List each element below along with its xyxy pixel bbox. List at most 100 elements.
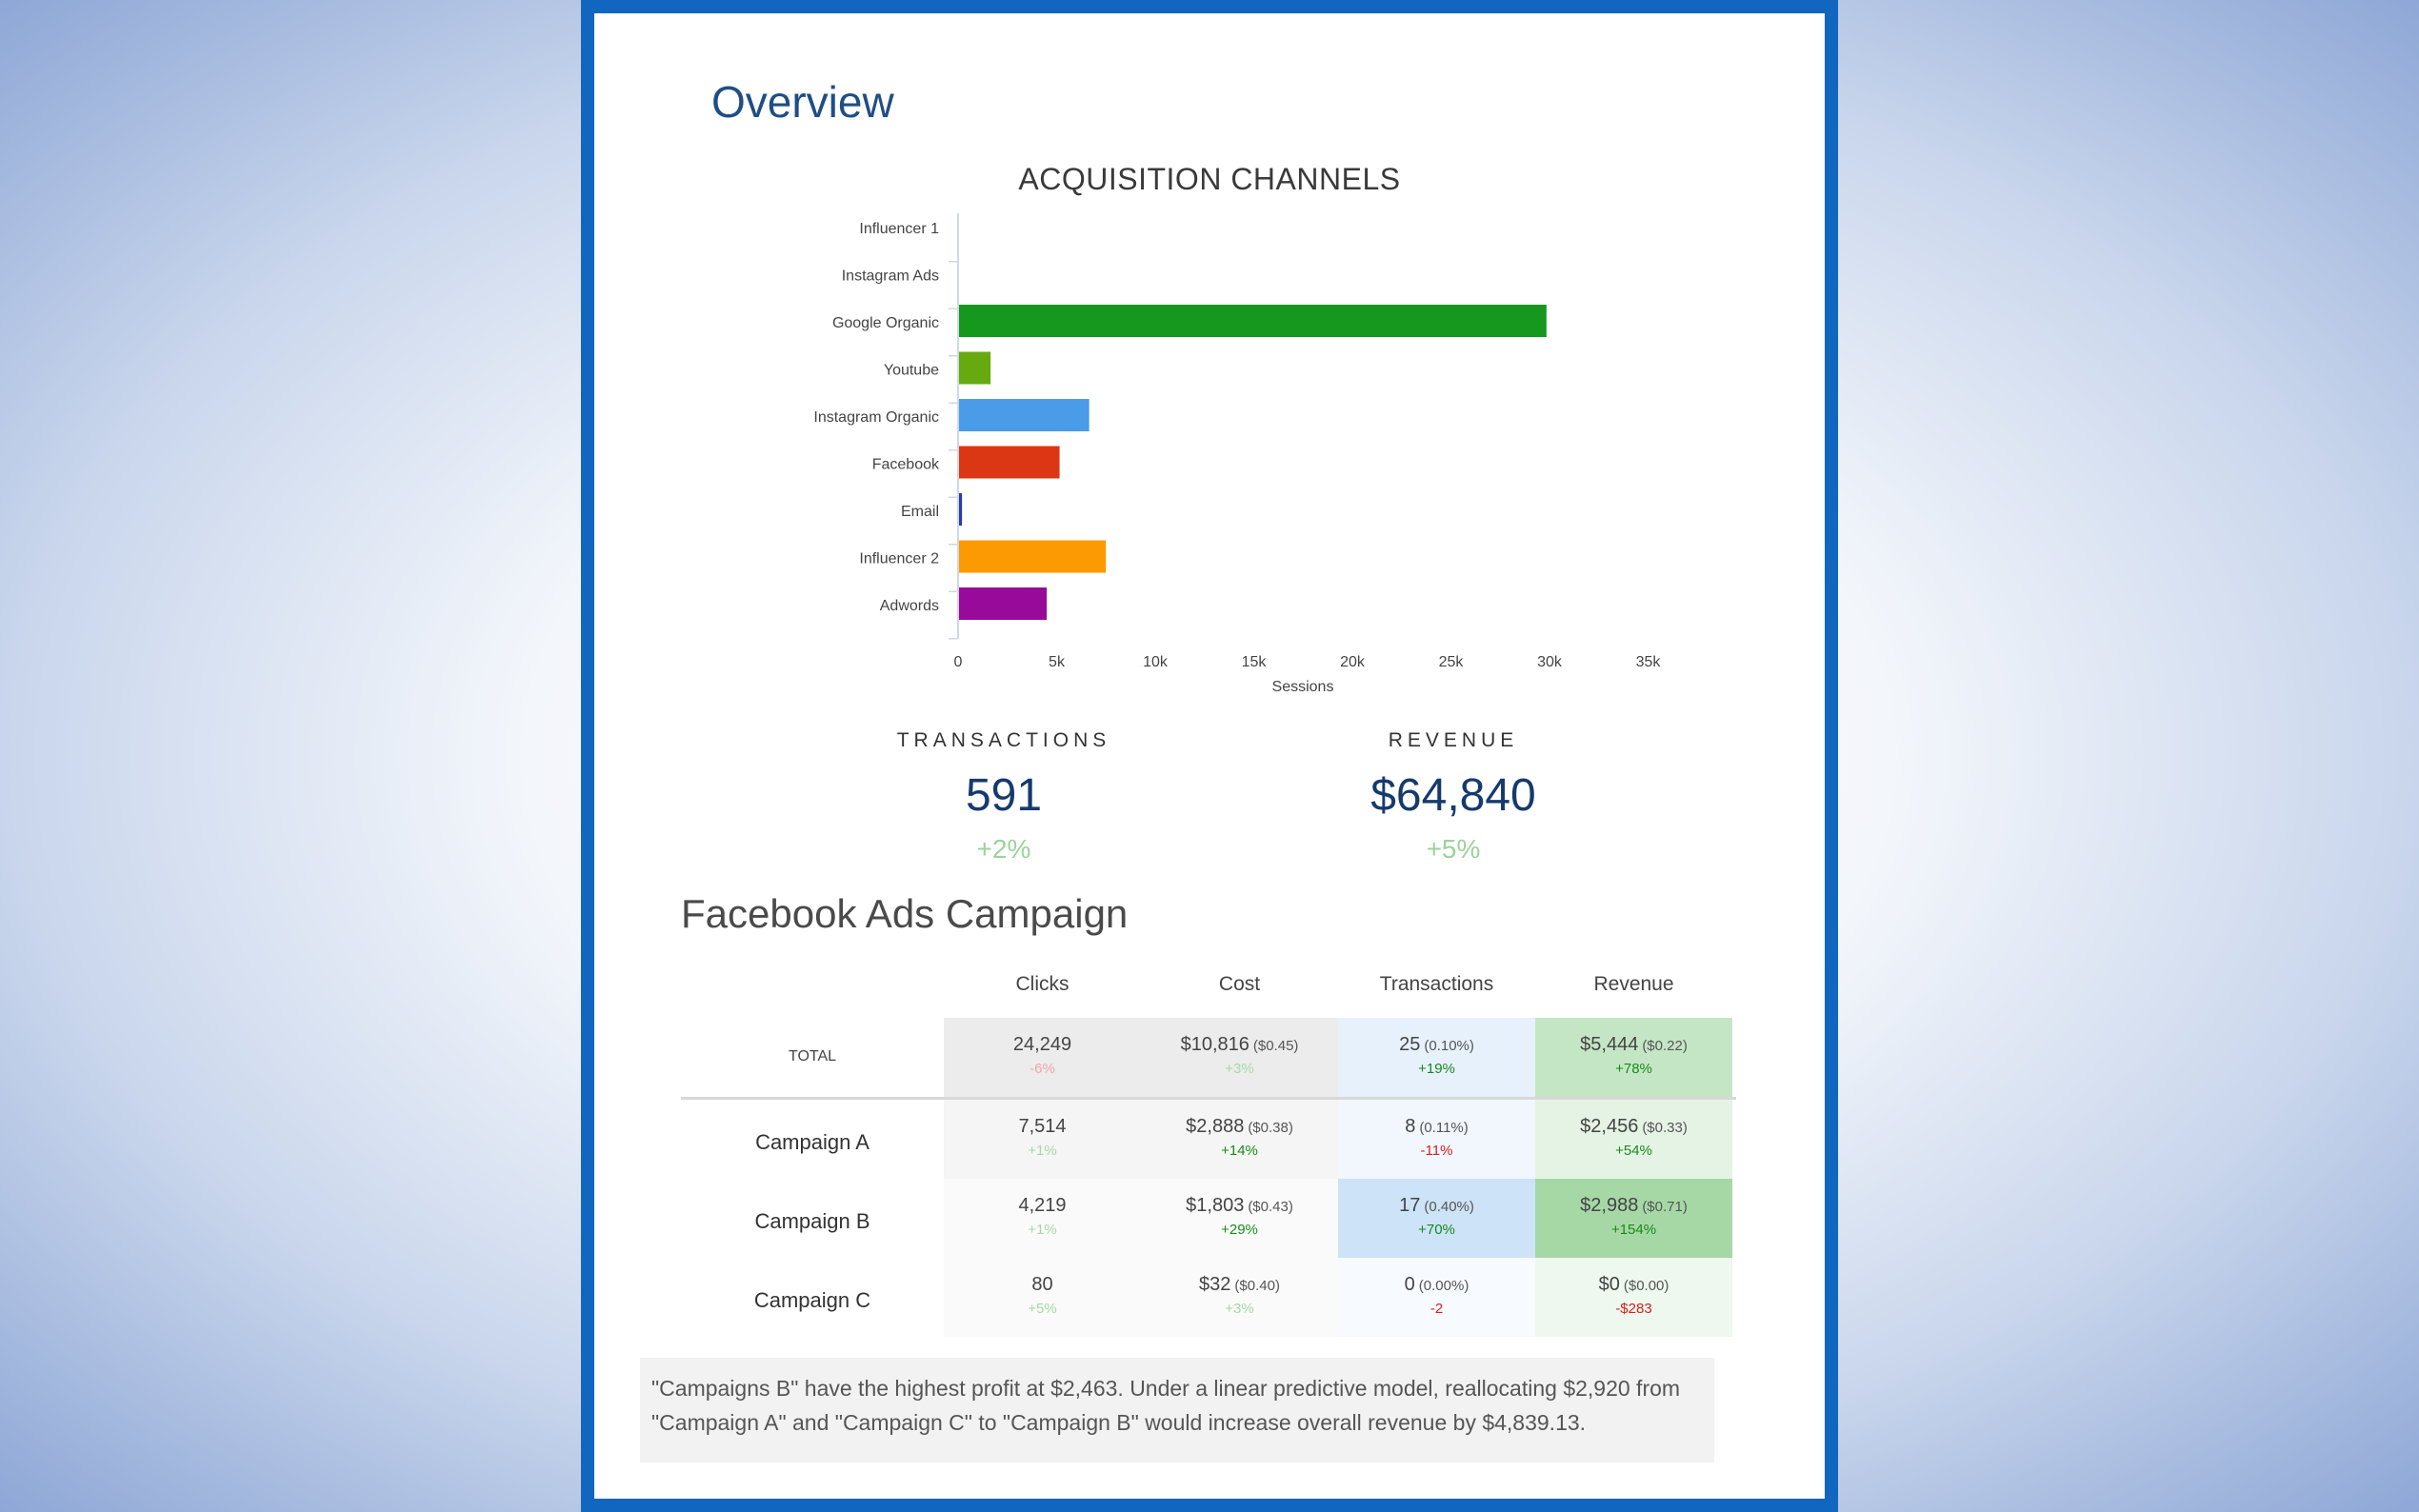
cell-value: 25 (0.10%) [1338, 1034, 1535, 1056]
cell-main-value: 25 [1399, 1034, 1421, 1055]
cell-main-value: $1,803 [1186, 1195, 1245, 1216]
transactions-delta: +2% [976, 834, 1031, 864]
cell-main-value: 0 [1404, 1274, 1415, 1295]
cell-sub-value: ($0.00) [1623, 1278, 1669, 1294]
cell-campaign-a-clicks: 7,514 +1% [944, 1100, 1141, 1179]
cell-delta: +14% [1221, 1143, 1258, 1159]
cell-sub-value: (0.10%) [1424, 1038, 1474, 1054]
revenue-label: REVENUE [1388, 729, 1519, 751]
insight-line-1: "Campaigns B" have the highest profit at… [651, 1376, 1681, 1401]
cell-delta: +1% [1028, 1143, 1057, 1159]
bar-adwords [959, 587, 1048, 620]
cell-delta: +1% [1028, 1222, 1057, 1238]
cell-campaign-c-revenue: $0 ($0.00) -$283 [1535, 1258, 1732, 1337]
row-label-campaign-c: Campaign C [753, 1288, 871, 1312]
report-frame: Overview ACQUISITION CHANNELS Influencer… [581, 0, 1838, 1512]
bar-youtube [959, 351, 991, 385]
cell-value: $2,456 ($0.33) [1535, 1116, 1732, 1138]
y-label-adwords: Adwords [880, 598, 939, 614]
cell-main-value: $2,988 [1580, 1195, 1639, 1216]
cell-value: 8 (0.11%) [1338, 1116, 1535, 1138]
cell-value: 80 [944, 1274, 1141, 1296]
cell-main-value: $5,444 [1580, 1034, 1639, 1055]
cell-campaign-a-revenue: $2,456 ($0.33) +54% [1535, 1100, 1732, 1179]
cell-delta: +19% [1418, 1061, 1455, 1077]
cell-delta: +154% [1610, 1222, 1657, 1238]
row-label-campaign-a: Campaign A [755, 1130, 870, 1154]
cell-sub-value: ($0.71) [1642, 1199, 1688, 1215]
cell-delta: +70% [1418, 1222, 1455, 1238]
cell-sub-value: ($0.33) [1642, 1120, 1688, 1136]
y-label-google-organic: Google Organic [832, 315, 939, 331]
cell-sub-value: ($0.22) [1642, 1038, 1688, 1054]
report-page: Overview ACQUISITION CHANNELS Influencer… [594, 13, 1825, 1499]
cell-delta: +5% [1028, 1301, 1057, 1317]
cell-campaign-b-clicks: 4,219 +1% [944, 1179, 1141, 1258]
cell-campaign-b-cost: $1,803 ($0.43) +29% [1141, 1179, 1338, 1258]
cell-main-value: $10,816 [1180, 1034, 1249, 1055]
y-label-influencer-2: Influencer 2 [859, 551, 939, 567]
cell-campaign-c-cost: $32 ($0.40) +3% [1141, 1258, 1338, 1337]
x-tick-0: 0 [954, 654, 963, 670]
cell-total-clicks: 24,249 -6% [944, 1018, 1141, 1097]
bar-google-organic [959, 305, 1547, 337]
x-tick-25k: 25k [1439, 654, 1465, 670]
cell-value: 4,219 [944, 1195, 1141, 1217]
y-label-email: Email [901, 504, 939, 520]
cell-main-value: $32 [1199, 1274, 1231, 1295]
cell-total-cost: $10,816 ($0.45) +3% [1141, 1018, 1338, 1097]
transactions-value: 591 [965, 770, 1043, 821]
bar-influencer-2 [959, 540, 1107, 573]
cell-total-revenue: $5,444 ($0.22) +78% [1535, 1018, 1732, 1097]
cell-campaign-c-transactions: 0 (0.00%) -2 [1338, 1258, 1535, 1337]
cell-value: 17 (0.40%) [1338, 1195, 1535, 1217]
cell-main-value: 8 [1405, 1116, 1416, 1137]
y-label-instagram-ads: Instagram Ads [842, 269, 939, 285]
chart-title: ACQUISITION CHANNELS [1018, 162, 1401, 196]
x-tick-20k: 20k [1340, 654, 1366, 670]
cell-campaign-a-transactions: 8 (0.11%) -11% [1338, 1100, 1535, 1179]
cell-main-value: 80 [1031, 1274, 1053, 1295]
x-tick-5k: 5k [1049, 654, 1066, 670]
x-tick-15k: 15k [1242, 654, 1268, 670]
cell-delta: -6% [1030, 1061, 1055, 1077]
campaign-section-title: Facebook Ads Campaign [681, 891, 1129, 936]
y-label-influencer-1: Influencer 1 [859, 221, 939, 237]
cell-value: $2,988 ($0.71) [1535, 1195, 1732, 1217]
cell-main-value: $2,456 [1580, 1116, 1639, 1137]
cell-sub-value: ($0.43) [1248, 1199, 1293, 1215]
cell-value: 0 (0.00%) [1338, 1274, 1535, 1296]
cell-value: $32 ($0.40) [1141, 1274, 1338, 1296]
cell-delta: +54% [1615, 1143, 1652, 1159]
y-label-youtube: Youtube [884, 363, 939, 379]
cell-value: 24,249 [944, 1034, 1141, 1056]
cell-value: $0 ($0.00) [1535, 1274, 1732, 1296]
y-label-facebook: Facebook [872, 457, 940, 473]
insight-line-2: "Campaign A" and "Campaign C" to "Campai… [651, 1410, 1587, 1435]
cell-main-value: 7,514 [1018, 1116, 1067, 1137]
cell-main-value: 4,219 [1018, 1195, 1067, 1216]
cell-sub-value: ($0.40) [1234, 1278, 1280, 1294]
page-title: Overview [711, 77, 894, 127]
cell-value: $5,444 ($0.22) [1535, 1034, 1732, 1056]
cell-main-value: $0 [1598, 1274, 1620, 1295]
x-tick-35k: 35k [1636, 654, 1662, 670]
cell-campaign-b-revenue: $2,988 ($0.71) +154% [1535, 1179, 1732, 1258]
cell-value: $10,816 ($0.45) [1141, 1034, 1338, 1056]
column-header-revenue: Revenue [1593, 973, 1674, 995]
cell-sub-value: (0.11%) [1419, 1120, 1469, 1136]
cell-campaign-b-transactions: 17 (0.40%) +70% [1338, 1179, 1535, 1258]
insight-callout: "Campaigns B" have the highest profit at… [640, 1358, 1714, 1462]
bar-email [959, 493, 963, 526]
cell-delta: -11% [1420, 1143, 1453, 1159]
cell-delta: -2 [1429, 1301, 1444, 1317]
cell-total-transactions: 25 (0.10%) +19% [1338, 1018, 1535, 1097]
cell-sub-value: ($0.45) [1252, 1038, 1299, 1054]
cell-delta: +78% [1615, 1061, 1652, 1077]
cell-value: 7,514 [944, 1116, 1141, 1138]
y-label-instagram-organic: Instagram Organic [813, 409, 939, 426]
cell-main-value: 24,249 [1012, 1034, 1072, 1055]
row-label-total: TOTAL [788, 1048, 837, 1064]
cell-main-value: $2,888 [1186, 1116, 1245, 1137]
revenue-delta: +5% [1426, 834, 1481, 864]
